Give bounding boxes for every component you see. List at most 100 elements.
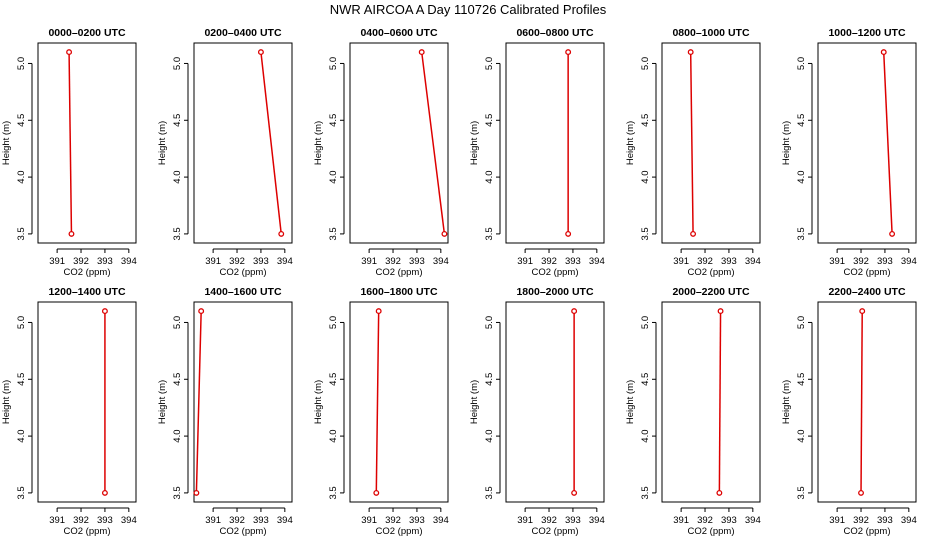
y-tick-label: 4.0 [328,429,339,442]
x-tick-label: 392 [385,256,401,267]
profile-panel: 2200–2400 UTC 391 392 393 394 CO2 (ppm) 3.5 4.0… [781,286,917,537]
x-tick-label: 391 [517,515,533,526]
y-axis-label: Height (m) [313,121,324,165]
x-tick-label: 392 [229,515,245,526]
y-axis-label: Height (m) [781,380,792,424]
y-tick-label: 5.0 [328,57,339,70]
x-axis-label: CO2 (ppm) [844,267,891,278]
data-point [565,230,572,237]
data-point [193,489,200,496]
y-axis-label: Height (m) [313,380,324,424]
data-point [101,489,108,496]
profile-panel: 1200–1400 UTC 391 392 393 394 CO2 (ppm) 3.5 4.0… [1,286,137,537]
data-point [66,49,73,56]
x-axis-label: CO2 (ppm) [532,267,579,278]
x-tick-label: 393 [97,256,113,267]
plot-frame [505,301,605,503]
x-tick-label: 393 [409,515,425,526]
x-tick-label: 394 [589,256,605,267]
x-tick-label: 391 [829,515,845,526]
plot-frame [817,42,917,244]
data-point [716,489,723,496]
y-axis-label: Height (m) [157,121,168,165]
profile-line [68,52,73,234]
profile-panel: 0800–1000 UTC 391 392 393 394 CO2 (ppm) 3.5 4.0… [625,27,761,278]
y-tick-label: 3.5 [796,486,807,499]
y-tick-label: 4.5 [484,373,495,386]
x-tick-label: 393 [409,256,425,267]
data-point [278,230,285,237]
y-tick-label: 4.5 [484,114,495,127]
y-tick-label: 4.0 [796,429,807,442]
y-tick-label: 3.5 [640,227,651,240]
y-tick-label: 3.5 [16,486,27,499]
plot-frame [349,42,449,244]
data-point [198,308,205,315]
x-tick-label: 394 [589,515,605,526]
x-tick-label: 392 [73,515,89,526]
y-tick-label: 4.5 [796,114,807,127]
x-tick-label: 393 [721,256,737,267]
y-tick-label: 4.5 [640,114,651,127]
y-tick-label: 4.5 [172,373,183,386]
profile-panel: 1600–1800 UTC 391 392 393 394 CO2 (ppm) 3.5 4.0… [313,286,449,537]
profile-panel: 0600–0800 UTC 391 392 393 394 CO2 (ppm) 3.5 4.0… [469,27,605,278]
panel-title: 1400–1600 UTC [204,286,281,298]
data-point [690,230,697,237]
y-tick-label: 4.0 [16,170,27,183]
y-axis-label: Height (m) [781,121,792,165]
y-tick-label: 4.0 [484,170,495,183]
x-tick-label: 394 [121,515,137,526]
y-tick-label: 3.5 [16,227,27,240]
plot-frame [37,42,137,244]
profile-panel: 0400–0600 UTC 391 392 393 394 CO2 (ppm) 3.5 4.0… [313,27,449,278]
x-axis-label: CO2 (ppm) [844,526,891,537]
y-tick-label: 5.0 [172,57,183,70]
x-tick-label: 392 [541,256,557,267]
x-tick-label: 394 [745,256,761,267]
x-tick-label: 394 [433,256,449,267]
profile-line [718,311,722,493]
panel-title: 1600–1800 UTC [360,286,437,298]
y-tick-label: 3.5 [328,227,339,240]
profile-panel: 1000–1200 UTC 391 392 393 394 CO2 (ppm) 3.5 4.0… [781,27,917,278]
x-tick-label: 392 [853,256,869,267]
x-tick-label: 392 [853,515,869,526]
x-axis-label: CO2 (ppm) [532,526,579,537]
y-axis-label: Height (m) [157,380,168,424]
panel-title: 1000–1200 UTC [828,27,905,39]
panel-title: 2200–2400 UTC [828,286,905,298]
profile-line [689,52,694,234]
data-point [687,49,694,56]
y-axis-label: Height (m) [625,121,636,165]
y-tick-label: 5.0 [640,57,651,70]
y-tick-label: 3.5 [796,227,807,240]
x-tick-label: 393 [97,515,113,526]
x-tick-label: 394 [901,515,917,526]
y-tick-label: 4.5 [640,373,651,386]
panel-title: 0200–0400 UTC [204,27,281,39]
x-tick-label: 393 [721,515,737,526]
data-point [257,49,264,56]
x-tick-label: 391 [205,256,221,267]
data-point [441,230,448,237]
data-point [859,308,866,315]
x-axis-label: CO2 (ppm) [220,267,267,278]
y-axis-label: Height (m) [469,380,480,424]
y-tick-label: 4.5 [796,373,807,386]
x-tick-label: 393 [253,515,269,526]
y-tick-label: 5.0 [16,316,27,329]
x-axis-label: CO2 (ppm) [64,526,111,537]
y-tick-label: 4.0 [328,170,339,183]
y-tick-label: 4.5 [172,114,183,127]
x-tick-label: 393 [565,515,581,526]
x-tick-label: 391 [673,515,689,526]
y-tick-label: 5.0 [484,316,495,329]
data-point [717,308,724,315]
data-point [571,489,578,496]
x-tick-label: 391 [205,515,221,526]
y-tick-label: 5.0 [328,316,339,329]
profile-line [375,311,380,493]
y-tick-label: 4.0 [484,429,495,442]
